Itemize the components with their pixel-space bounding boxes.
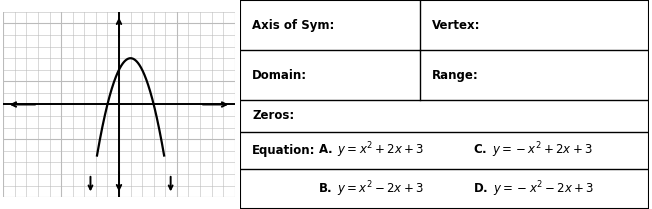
Text: Domain:: Domain: (252, 69, 307, 82)
Text: $\mathbf{B.}\ \mathit{y} = \mathit{x}^{2} - 2\mathit{x} + 3$: $\mathbf{B.}\ \mathit{y} = \mathit{x}^{2… (318, 179, 423, 199)
Text: $\mathbf{A.}\ \mathit{y} = \mathit{x}^{2} + 2\mathit{x} + 3$: $\mathbf{A.}\ \mathit{y} = \mathit{x}^{2… (318, 141, 424, 160)
Text: Vertex:: Vertex: (432, 19, 481, 32)
Text: Zeros:: Zeros: (252, 110, 295, 122)
Text: Range:: Range: (432, 69, 479, 82)
Text: Axis of Sym:: Axis of Sym: (252, 19, 334, 32)
Text: Equation:: Equation: (252, 144, 316, 157)
FancyBboxPatch shape (240, 0, 649, 209)
Text: $\mathbf{D.}\ \mathit{y} = -\mathit{x}^{2} - 2\mathit{x} + 3$: $\mathbf{D.}\ \mathit{y} = -\mathit{x}^{… (473, 179, 594, 199)
Text: $\mathbf{C.}\ \mathit{y} = -\mathit{x}^{2} + 2\mathit{x} + 3$: $\mathbf{C.}\ \mathit{y} = -\mathit{x}^{… (473, 141, 593, 160)
